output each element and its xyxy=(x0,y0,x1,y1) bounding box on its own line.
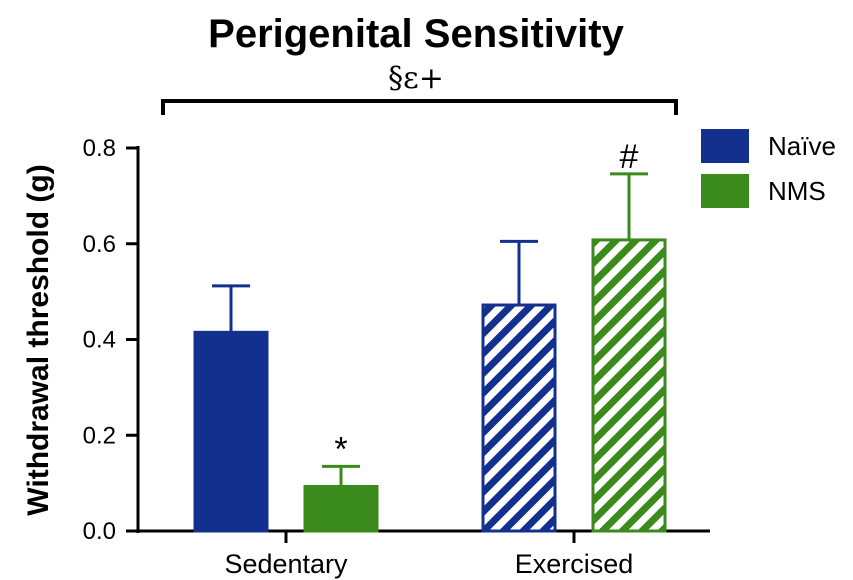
legend-label: Naïve xyxy=(768,131,836,161)
y-tick-label: 0.6 xyxy=(83,231,116,258)
chart-title: Perigenital Sensitivity xyxy=(208,12,624,56)
legend-swatch xyxy=(701,129,749,163)
legend-swatch xyxy=(701,174,749,208)
y-tick-label: 0.8 xyxy=(83,135,116,162)
y-tick-label: 0.4 xyxy=(83,327,116,354)
significance-bracket xyxy=(161,99,678,115)
bar-nave-exercised xyxy=(481,303,557,533)
y-tick-label: 0.2 xyxy=(83,422,116,449)
bar-nms-exercised xyxy=(591,238,667,533)
x-category-label: Exercised xyxy=(515,549,634,579)
legend-label: NMS xyxy=(768,176,826,206)
bars-group: *# xyxy=(193,138,667,533)
bar-annotation: # xyxy=(620,138,639,176)
y-tick-label: 0.0 xyxy=(83,518,116,545)
x-axis: Sedentary Exercised xyxy=(224,531,633,579)
bar-nave-sedentary xyxy=(193,330,269,533)
significance-annotation: §ε+ xyxy=(388,61,444,96)
y-axis-label: Withdrawal threshold (g) xyxy=(22,164,55,515)
bar-annotation: * xyxy=(334,430,347,468)
bar-nms-sedentary xyxy=(303,484,379,533)
legend: Naïve NMS xyxy=(701,129,836,208)
x-category-label: Sedentary xyxy=(224,549,348,579)
